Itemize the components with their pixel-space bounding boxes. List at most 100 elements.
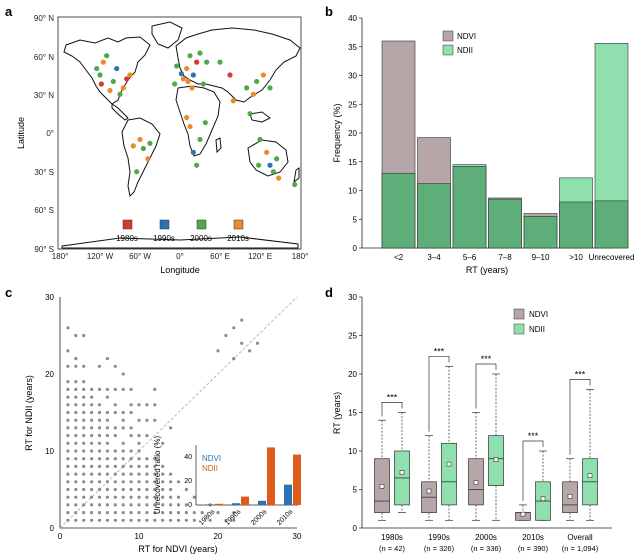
b-legend-ndii-label: NDII (457, 46, 473, 55)
c-point (74, 464, 78, 468)
c-point (90, 464, 94, 468)
map-ytick: 60° N (34, 53, 54, 62)
d-ytick-label: 20 (348, 370, 357, 379)
c-point (66, 464, 70, 468)
map-xtick: 60° E (210, 252, 230, 261)
c-point (113, 503, 117, 507)
map-xtick: 0° (176, 252, 184, 261)
c-point (90, 487, 94, 492)
c-point (97, 449, 102, 453)
legend-swatch-1980s (122, 219, 133, 230)
c-point (121, 487, 125, 492)
c-point (90, 426, 94, 430)
map-coastlines (61, 21, 301, 249)
c-point (192, 495, 196, 499)
c-point (232, 326, 236, 330)
c-point (105, 464, 109, 468)
inset-bar-ndii (293, 454, 301, 505)
c-point (121, 372, 125, 376)
c-point (105, 441, 109, 445)
c-point (161, 441, 165, 445)
map-point (97, 72, 103, 78)
c-point (82, 364, 86, 368)
map-point (200, 81, 206, 87)
b-ytick-label: 10 (348, 187, 357, 196)
c-point (255, 341, 260, 345)
d-xtick-n: (n = 390) (518, 544, 549, 553)
c-point (192, 518, 196, 522)
c-point (184, 518, 188, 522)
c-point (74, 495, 78, 499)
map-point (274, 156, 280, 162)
c-point (74, 441, 78, 445)
c-point (97, 426, 102, 430)
c-point (74, 510, 78, 515)
b-xtick-label: 3–4 (427, 253, 441, 262)
d-ytick-label: 15 (348, 409, 357, 418)
c-point (66, 480, 70, 484)
c-one-to-one-line (59, 296, 298, 529)
d-box (441, 442, 457, 506)
c-point (121, 410, 125, 415)
c-point (208, 518, 212, 522)
c-point (74, 449, 78, 453)
c-point (82, 503, 86, 507)
c-point (176, 480, 181, 484)
c-point (74, 380, 78, 384)
c-point (82, 380, 86, 384)
c-point (90, 457, 94, 461)
d-mean-marker (540, 496, 546, 502)
legend-label-2010s: 2010s (227, 234, 249, 243)
c-point (129, 480, 133, 484)
c-point (97, 464, 102, 468)
c-point (129, 503, 133, 507)
c-y-label: RT for NDII (years) (24, 375, 34, 451)
inset-bar-ndii (267, 447, 275, 505)
c-point (82, 410, 86, 415)
map-point (180, 76, 186, 82)
c-point (137, 510, 141, 515)
c-point (113, 464, 117, 468)
c-point (82, 464, 86, 468)
map-ytick: 0° (46, 129, 54, 138)
c-point (153, 518, 157, 522)
c-point (97, 487, 102, 492)
c-point (200, 510, 204, 515)
map-point (117, 91, 123, 97)
map-point (187, 123, 193, 130)
c-point (82, 403, 86, 407)
d-ytick-label: 25 (348, 332, 357, 341)
c-point (137, 449, 141, 453)
d-legend-ndii-label: NDII (529, 325, 545, 334)
c-point (145, 487, 149, 492)
c-point (82, 480, 86, 484)
map-point (120, 85, 126, 91)
map-point (104, 53, 110, 59)
c-point (113, 403, 117, 407)
b-bar-overlap (594, 200, 629, 249)
c-point (161, 518, 165, 522)
map-xtick: 60° W (129, 252, 151, 261)
c-point (105, 357, 109, 361)
c-point (90, 395, 94, 399)
c-point (129, 387, 133, 391)
b-xtick-label: 5–6 (463, 253, 477, 262)
c-point (74, 403, 78, 407)
legend-label-2000s: 2000s (190, 234, 212, 243)
c-point (145, 495, 149, 499)
map-point (185, 78, 191, 85)
c-point (105, 387, 109, 391)
c-point (97, 457, 102, 461)
d-significance-bracket (381, 402, 403, 417)
d-significance-stars: *** (434, 346, 445, 356)
d-ytick-label: 0 (353, 524, 358, 533)
c-point (248, 349, 252, 353)
b-xtick-label: Unrecovered (589, 253, 635, 262)
c-point (105, 434, 109, 438)
c-point (66, 510, 70, 515)
c-point (145, 403, 149, 407)
map-ytick: 90° N (34, 14, 54, 23)
c-point (240, 341, 244, 345)
c-point (66, 449, 70, 453)
inset-xtick-label: 2010s (276, 508, 295, 527)
